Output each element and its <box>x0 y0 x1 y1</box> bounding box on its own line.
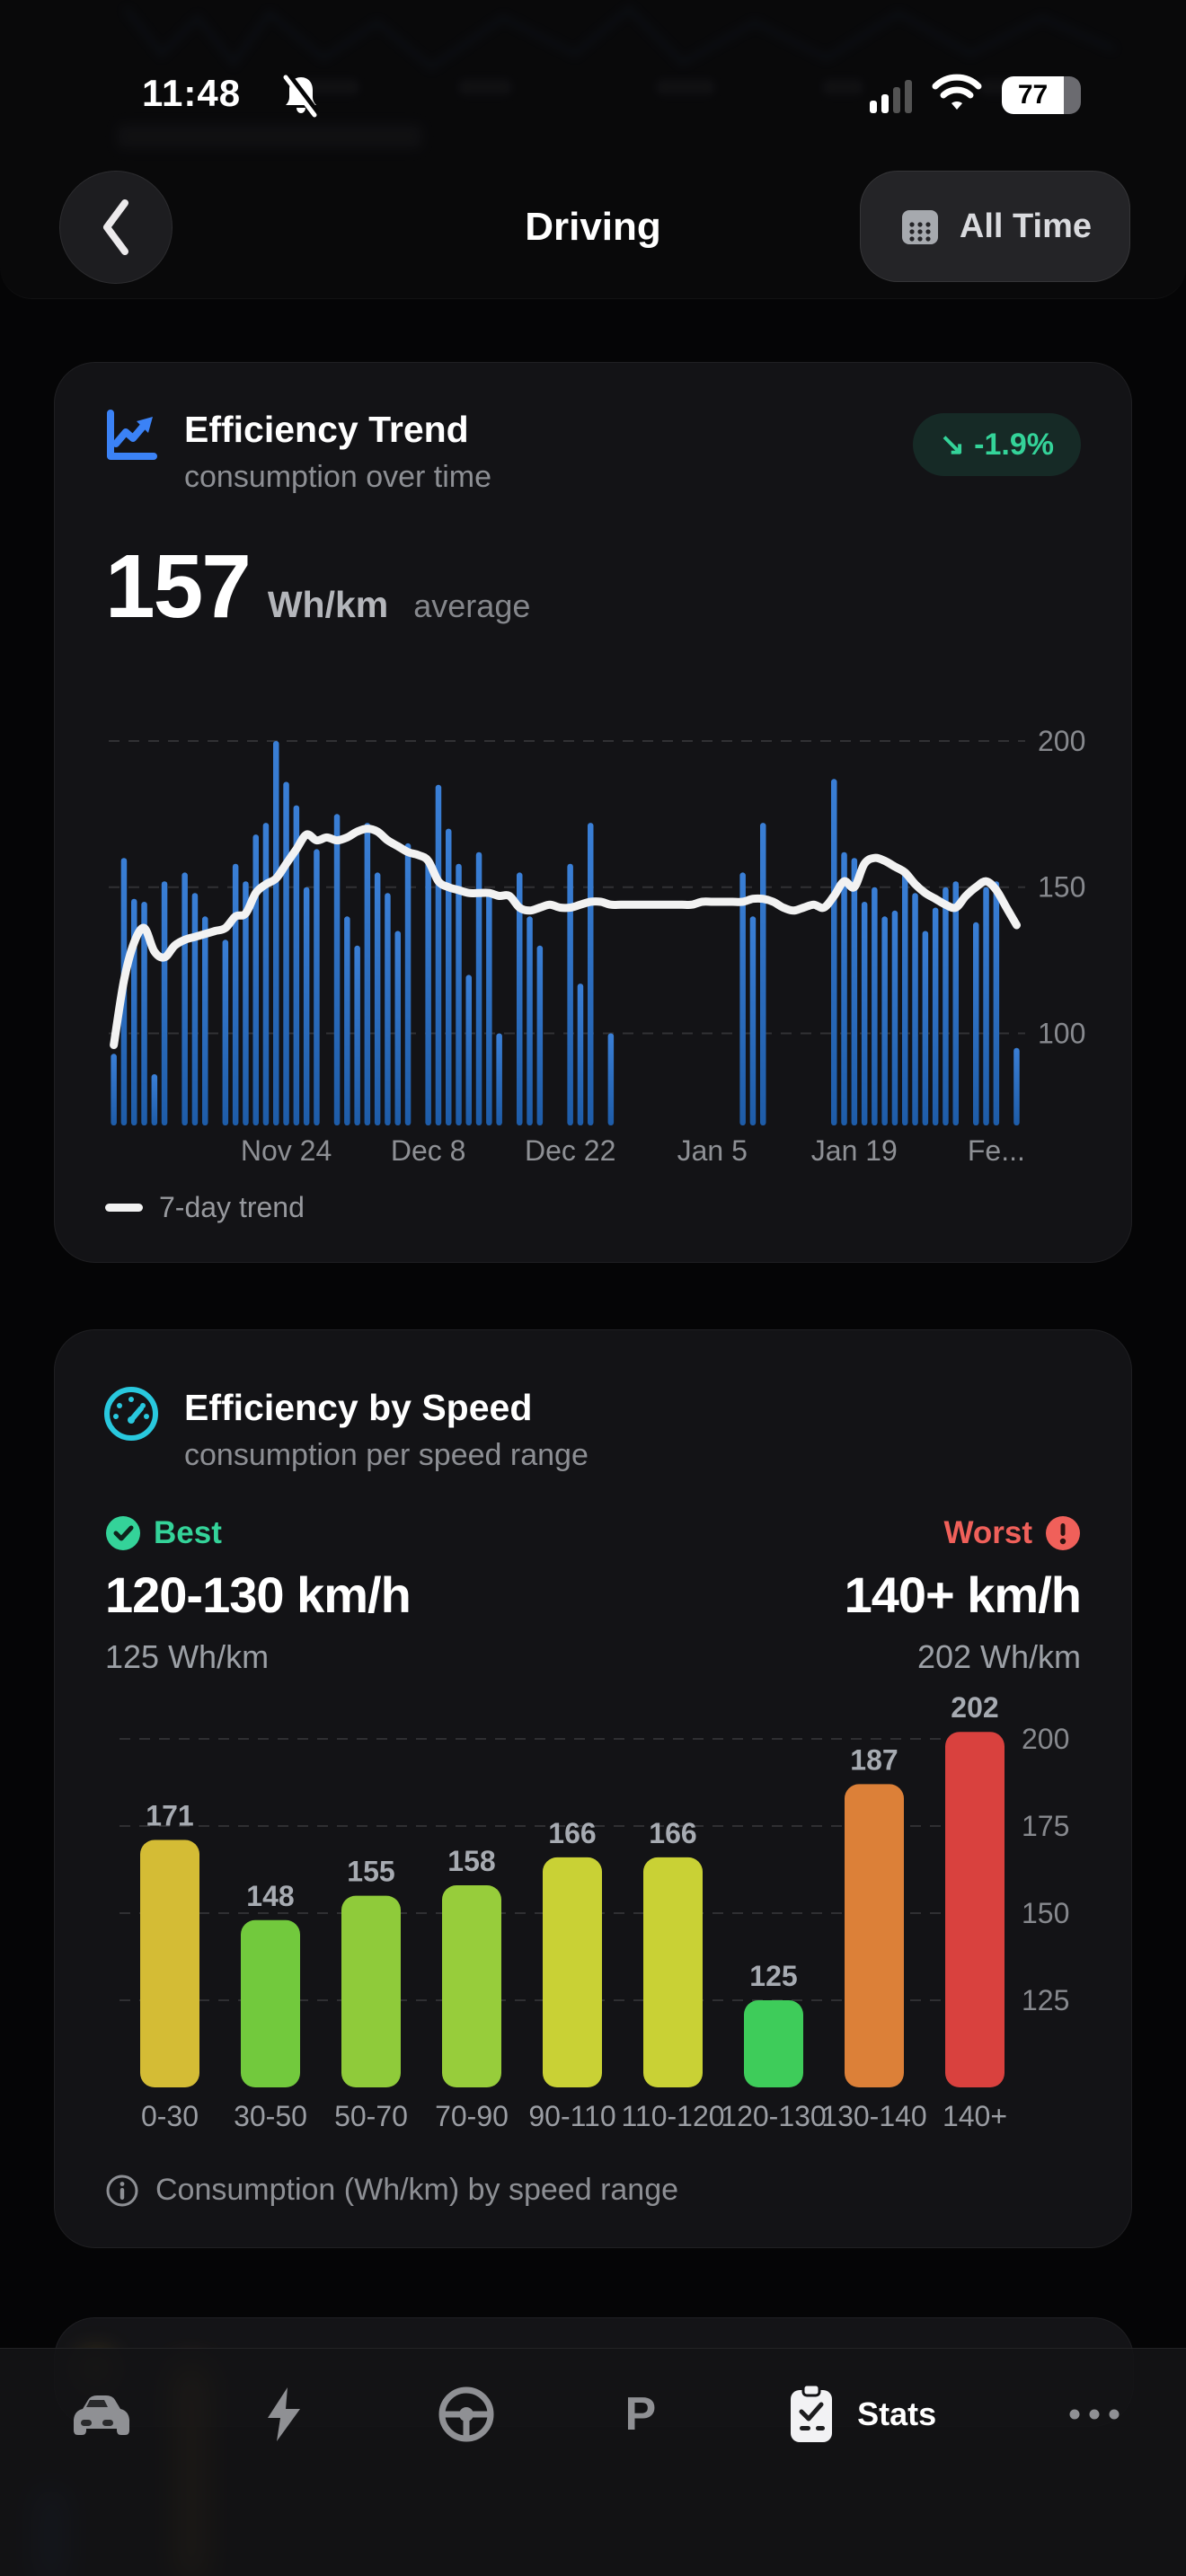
svg-text:Dec 22: Dec 22 <box>525 1134 615 1167</box>
consumption-unit: Wh/km <box>267 584 389 625</box>
svg-text:130-140: 130-140 <box>821 2100 926 2132</box>
trend-badge: ↘ -1.9% <box>912 413 1081 476</box>
gauge-icon <box>102 1384 161 1473</box>
best-range: 120-130 km/h <box>105 1566 412 1623</box>
worst-label: Worst <box>943 1515 1032 1550</box>
card-subtitle: consumption over time <box>184 460 492 494</box>
svg-text:Dec 8: Dec 8 <box>391 1134 466 1167</box>
svg-text:110-120: 110-120 <box>621 2100 724 2132</box>
svg-text:155: 155 <box>347 1856 394 1888</box>
steering-wheel-icon <box>438 2386 494 2442</box>
car-icon <box>74 2395 129 2435</box>
bell-muted-icon <box>280 73 322 123</box>
svg-text:175: 175 <box>1022 1810 1069 1842</box>
trend-legend-label: 7-day trend <box>159 1191 305 1223</box>
status-time: 11:48 <box>142 72 242 114</box>
svg-text:158: 158 <box>447 1845 495 1877</box>
time-range-button[interactable]: All Time <box>859 171 1130 282</box>
stats-label: Stats <box>857 2395 937 2432</box>
caption-text: Consumption (Wh/km) by speed range <box>155 2173 679 2207</box>
best-value: 125 Wh/km <box>105 1638 270 1675</box>
average-label: average <box>413 587 531 624</box>
worst-range: 140+ km/h <box>844 1566 1082 1623</box>
bottom-navigation: P Stats <box>0 2348 1186 2576</box>
svg-text:Jan 19: Jan 19 <box>811 1134 898 1167</box>
svg-text:140+: 140+ <box>943 2100 1007 2132</box>
wifi-icon <box>932 74 982 116</box>
nav-item-stats[interactable]: Stats <box>785 2383 936 2446</box>
trend-badge-value: -1.9% <box>974 427 1054 462</box>
alert-circle-icon <box>1046 1516 1080 1550</box>
svg-text:Jan 5: Jan 5 <box>677 1134 748 1167</box>
svg-text:200: 200 <box>1038 725 1085 757</box>
nav-item-car[interactable] <box>63 2386 131 2443</box>
ellipsis-icon <box>1069 2409 1120 2420</box>
svg-text:166: 166 <box>548 1817 596 1849</box>
status-bar: 11:48 77 <box>0 65 1186 128</box>
best-label: Best <box>154 1515 222 1550</box>
svg-text:Nov 24: Nov 24 <box>241 1134 332 1167</box>
svg-text:125: 125 <box>1022 1984 1069 2016</box>
signal-icon <box>870 77 912 113</box>
arrow-down-right-icon: ↘ <box>939 428 966 462</box>
card-title: Efficiency Trend <box>184 409 469 450</box>
svg-text:90-110: 90-110 <box>528 2100 615 2132</box>
calendar-icon <box>901 210 938 244</box>
time-range-label: All Time <box>959 207 1092 245</box>
svg-text:125: 125 <box>749 1960 797 1992</box>
efficiency-trend-chart[interactable]: 100 150 200 Nov 24 Dec 8 Dec 22 Jan 5 Jan 19 Fe.… <box>102 709 1093 1169</box>
svg-text:150: 150 <box>1022 1897 1069 1929</box>
svg-text:120-130: 120-130 <box>721 2100 826 2132</box>
svg-text:187: 187 <box>850 1743 898 1776</box>
nav-item-autopilot[interactable] <box>437 2385 496 2444</box>
best-speed-block: Best 120-130 km/h 125 Wh/km <box>105 1515 412 1676</box>
chevron-left-icon <box>103 199 128 255</box>
nav-item-parking[interactable]: P <box>625 2387 657 2441</box>
card-subtitle: consumption per speed range <box>184 1438 589 1472</box>
card-title: Efficiency by Speed <box>184 1387 533 1428</box>
battery-icon: 77 <box>1002 75 1081 114</box>
bolt-icon <box>267 2387 300 2441</box>
svg-text:166: 166 <box>649 1817 696 1849</box>
svg-text:100: 100 <box>1038 1017 1085 1049</box>
svg-text:Fe...: Fe... <box>968 1134 1025 1167</box>
svg-text:202: 202 <box>951 1697 998 1724</box>
efficiency-by-speed-chart[interactable]: 125 150 175 200 171 0-30 148 30-50 155 50-70 158 70… <box>102 1697 1093 2146</box>
svg-text:150: 150 <box>1038 871 1085 904</box>
efficiency-trend-card: Efficiency Trend consumption over time ↘… <box>54 362 1132 1263</box>
worst-speed-block: Worst 140+ km/h 202 Wh/km <box>844 1515 1082 1676</box>
svg-text:171: 171 <box>146 1800 193 1832</box>
info-icon <box>106 2175 138 2206</box>
trend-line-swatch <box>105 1204 143 1212</box>
trend-chart-icon <box>102 406 161 495</box>
battery-percent: 77 <box>1017 79 1049 110</box>
svg-text:0-30: 0-30 <box>141 2100 199 2132</box>
svg-text:70-90: 70-90 <box>435 2100 509 2132</box>
svg-text:148: 148 <box>246 1880 294 1912</box>
chart-caption: Consumption (Wh/km) by speed range <box>105 2173 678 2208</box>
page-title: Driving <box>525 205 661 249</box>
average-consumption-value: 157 <box>105 536 252 637</box>
worst-value: 202 Wh/km <box>916 1638 1081 1675</box>
svg-text:30-50: 30-50 <box>234 2100 307 2132</box>
svg-text:50-70: 50-70 <box>334 2100 408 2132</box>
check-circle-icon <box>106 1516 140 1550</box>
chart-legend: 7-day trend <box>105 1191 305 1224</box>
nav-item-charging[interactable] <box>261 2386 307 2443</box>
back-button[interactable] <box>59 171 173 284</box>
nav-item-more[interactable] <box>1066 2405 1123 2423</box>
efficiency-by-speed-card: Efficiency by Speed consumption per spee… <box>54 1329 1132 2248</box>
parking-icon: P <box>624 2388 657 2440</box>
svg-text:200: 200 <box>1022 1723 1069 1755</box>
clipboard-icon <box>791 2383 833 2442</box>
